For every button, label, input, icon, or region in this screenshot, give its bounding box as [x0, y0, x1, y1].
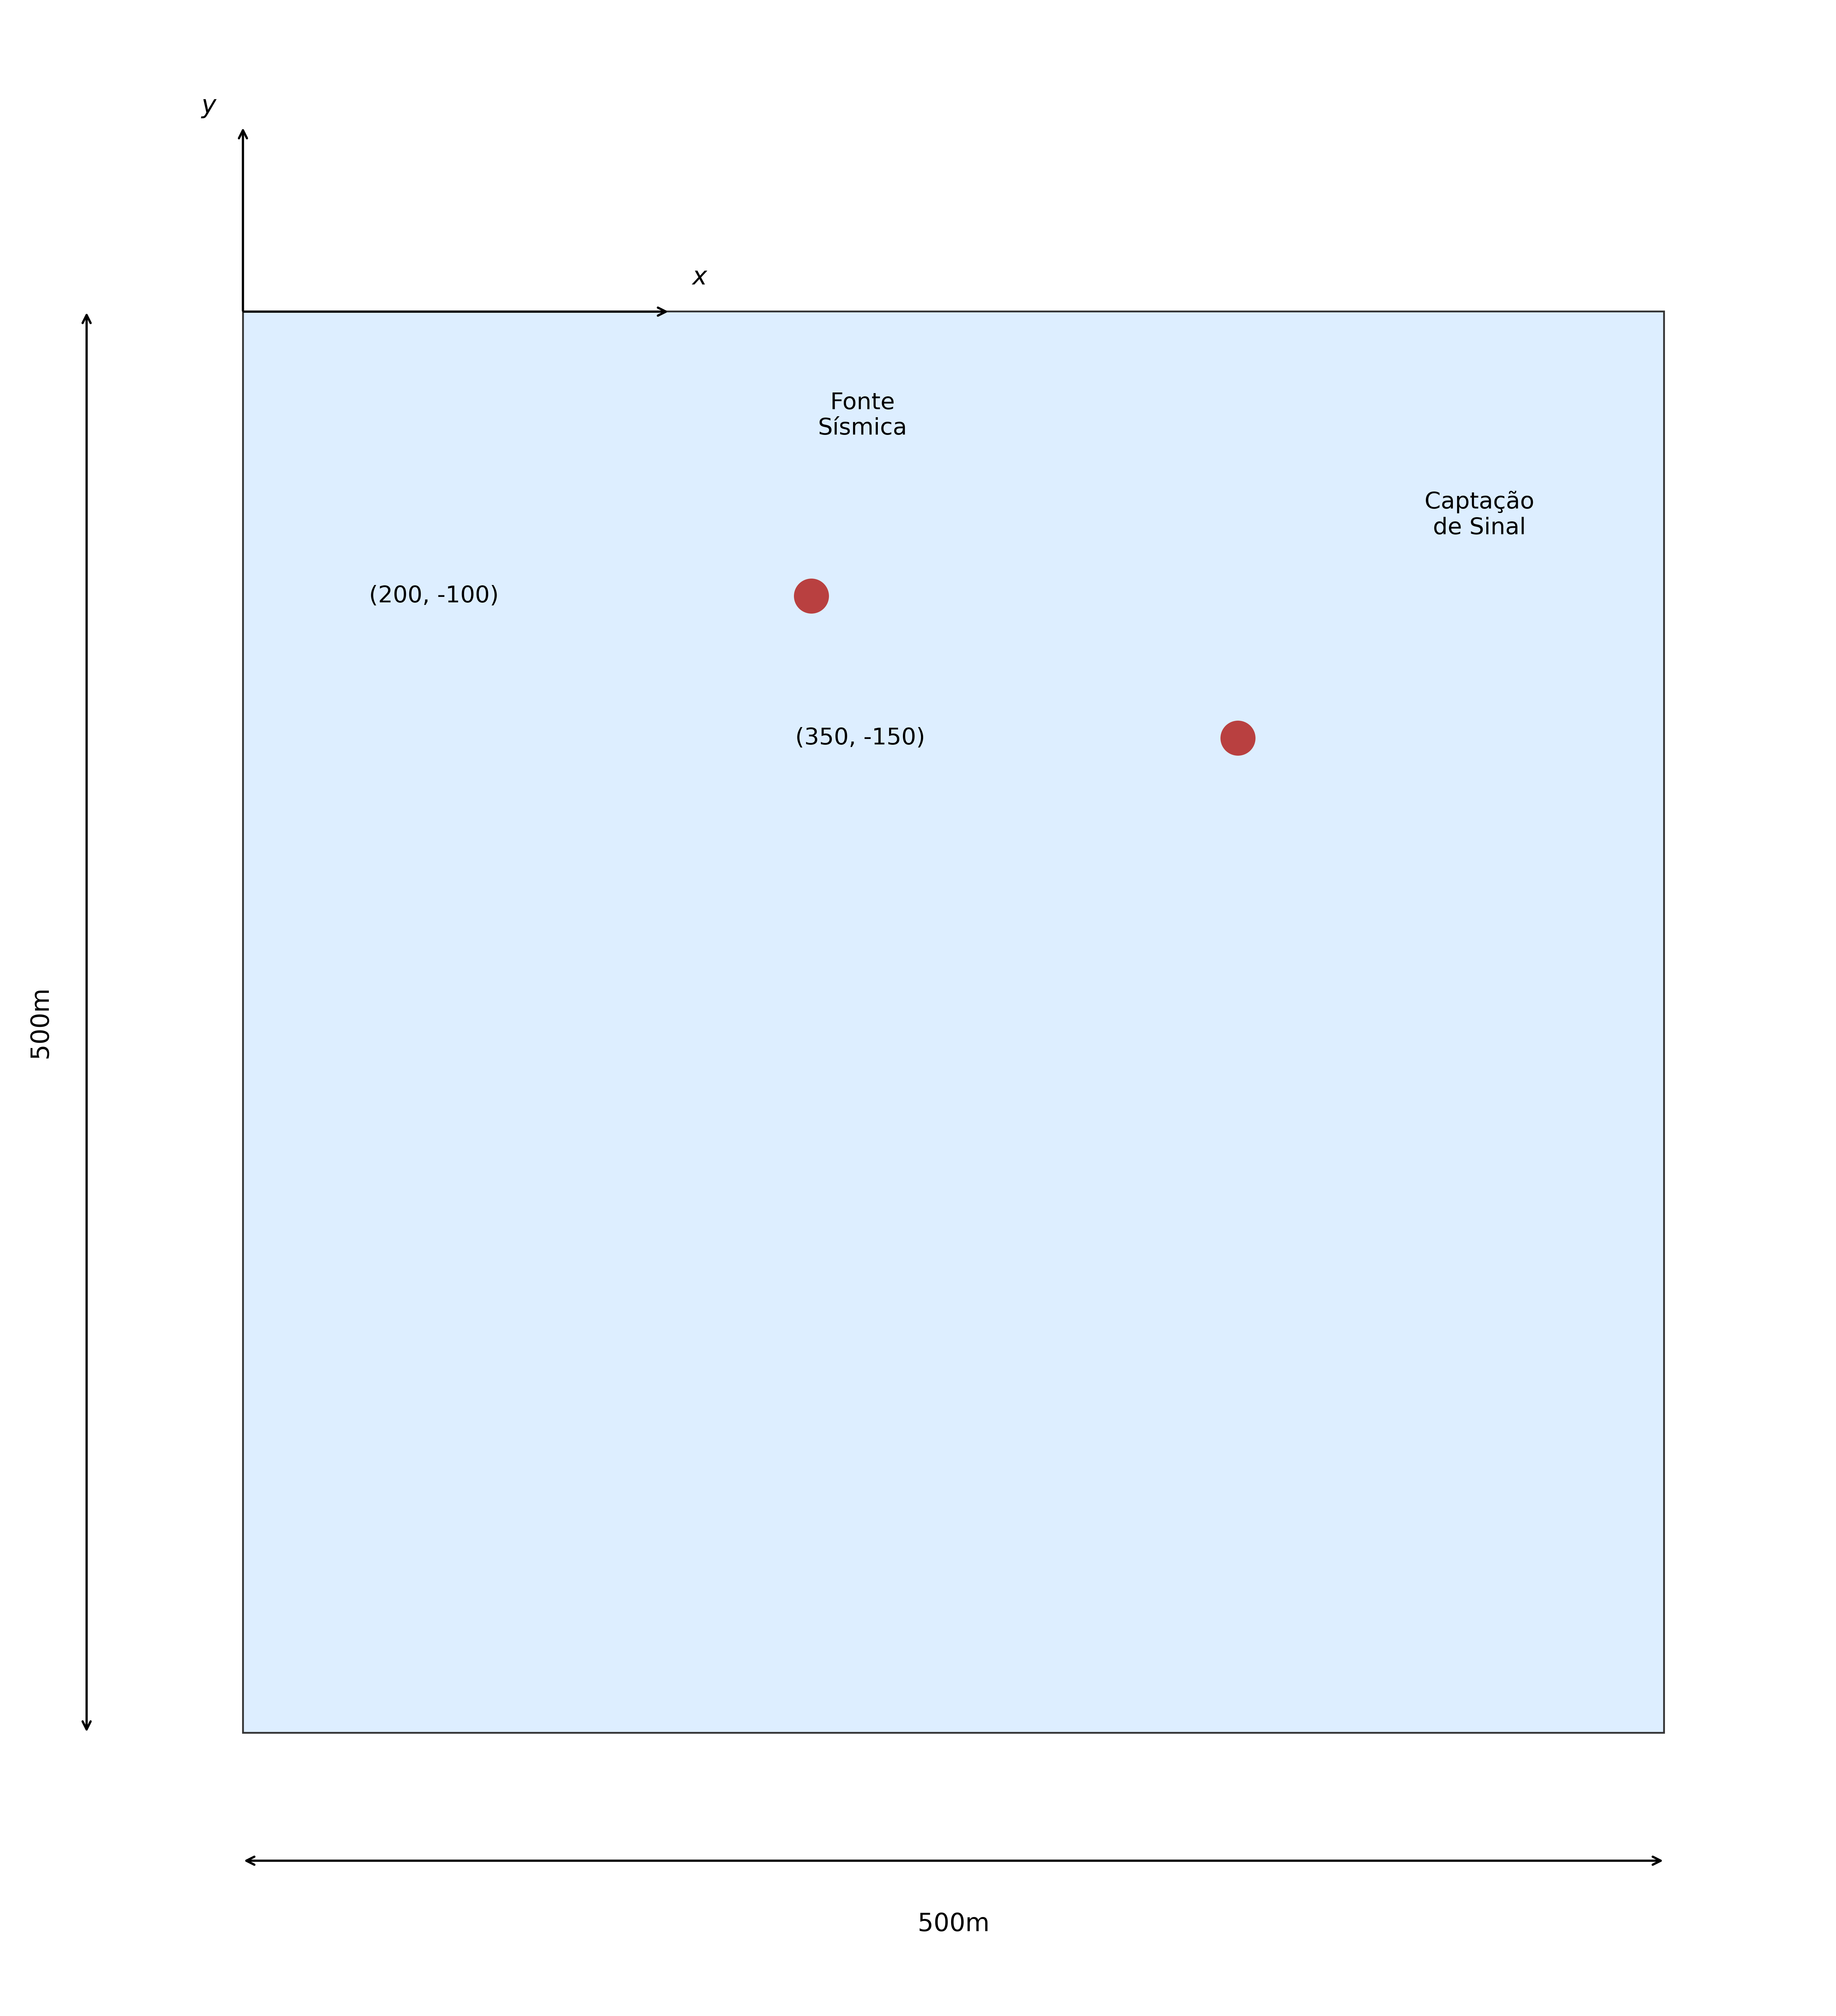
Text: y: y: [202, 95, 217, 119]
Point: [797, 581, 826, 613]
Text: (200, -100): (200, -100): [369, 585, 499, 607]
Text: (350, -150): (350, -150): [795, 728, 925, 750]
Point: [1223, 722, 1252, 754]
Text: Captação
de Sinal: Captação de Sinal: [1425, 490, 1535, 538]
Text: 500m: 500m: [918, 1911, 990, 1935]
Text: 500m: 500m: [28, 986, 53, 1058]
Text: Fonte
Sísmica: Fonte Sísmica: [817, 391, 907, 439]
Bar: [242, 312, 1663, 1734]
Text: x: x: [692, 266, 707, 290]
